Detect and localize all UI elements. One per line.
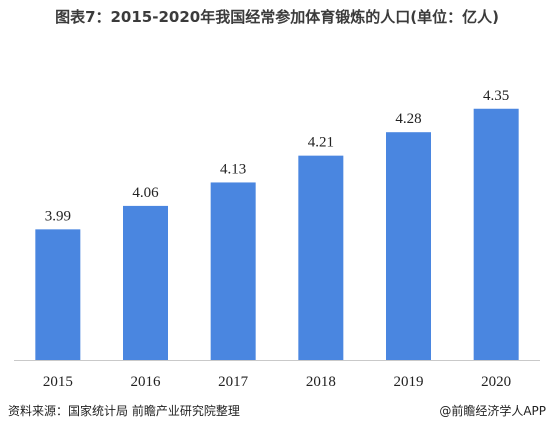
x-tick-label-2015: 2015 bbox=[43, 374, 73, 390]
x-tick-label-2016: 2016 bbox=[131, 374, 162, 390]
bar-2015 bbox=[35, 229, 81, 360]
chart-title: 图表7：2015-2020年我国经常参加体育锻炼的人口(单位：亿人) bbox=[55, 8, 499, 26]
bar-2016 bbox=[123, 205, 168, 360]
bar-2020 bbox=[473, 108, 519, 360]
bar-2018 bbox=[298, 155, 344, 360]
bar-value-label-2015: 3.99 bbox=[45, 208, 71, 224]
bar-value-label-2017: 4.13 bbox=[220, 161, 246, 177]
bar-value-label-2019: 4.28 bbox=[395, 111, 421, 127]
bar-value-label-2018: 4.21 bbox=[308, 135, 334, 151]
brand-credit: @前瞻经济学人APP bbox=[439, 404, 546, 418]
x-tick-label-2018: 2018 bbox=[306, 374, 336, 390]
x-ticks-group: 2015 2016 2017 2018 2019 2020 bbox=[43, 374, 511, 390]
bar-value-label-2016: 4.06 bbox=[132, 185, 159, 201]
bar-value-label-2020: 4.35 bbox=[483, 88, 509, 104]
source-note: 资料来源：国家统计局 前瞻产业研究院整理 bbox=[8, 404, 240, 418]
x-tick-label-2017: 2017 bbox=[218, 374, 249, 390]
bar-2019 bbox=[386, 132, 431, 360]
bar-2017 bbox=[210, 182, 256, 360]
x-tick-label-2019: 2019 bbox=[394, 374, 424, 390]
x-tick-label-2020: 2020 bbox=[481, 374, 511, 390]
bars-group: 3.99 4.06 4.13 4.21 4.28 4.35 bbox=[35, 88, 519, 360]
